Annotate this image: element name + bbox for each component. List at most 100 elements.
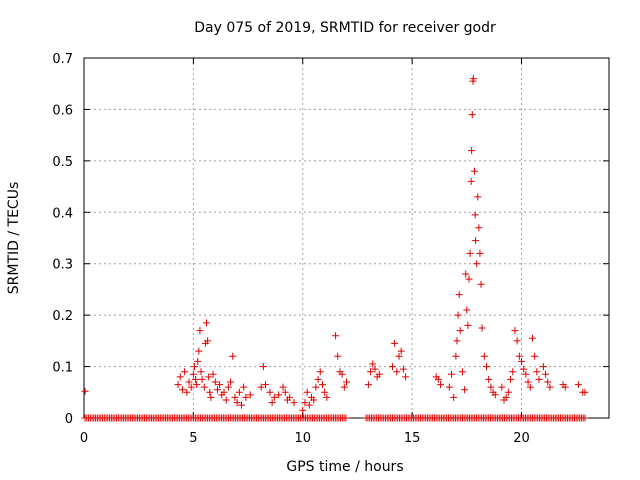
data-point (197, 368, 205, 376)
data-point (511, 327, 519, 335)
y-axis-label: SRMTID / TECUs (6, 182, 22, 295)
data-point (185, 378, 193, 386)
data-point (205, 373, 213, 381)
data-point (471, 211, 479, 219)
y-tick-label: 0 (65, 412, 73, 427)
data-point (193, 381, 201, 389)
data-point (504, 388, 512, 396)
data-point (321, 388, 329, 396)
y-tick-label: 0.3 (52, 258, 73, 273)
data-point (81, 387, 89, 395)
data-point (299, 406, 307, 414)
data-point (472, 237, 480, 245)
data-point (211, 378, 219, 386)
data-point (526, 383, 534, 391)
data-point (452, 352, 460, 360)
data-point (544, 378, 552, 386)
data-point (222, 396, 230, 404)
data-point (509, 368, 517, 376)
data-point (259, 363, 267, 371)
data-point (391, 339, 399, 347)
y-tick-label: 0.7 (52, 52, 73, 67)
y-tick-label: 0.5 (52, 155, 73, 170)
data-point (461, 386, 469, 394)
data-point (462, 270, 470, 278)
x-tick-label: 10 (294, 431, 311, 446)
data-point (310, 396, 318, 404)
data-point (268, 399, 276, 407)
data-point (183, 388, 191, 396)
x-tick-label: 0 (80, 431, 88, 446)
data-point (388, 363, 396, 371)
data-point (468, 147, 476, 155)
data-point (531, 352, 539, 360)
data-point (190, 363, 198, 371)
data-point (189, 370, 197, 378)
data-point (371, 365, 379, 373)
data-point (395, 352, 403, 360)
data-point (466, 249, 474, 257)
data-point (316, 368, 324, 376)
data-point (216, 381, 224, 389)
data-point (213, 386, 221, 394)
data-point (480, 352, 488, 360)
data-point (286, 393, 294, 401)
grid-lines (84, 58, 609, 418)
y-tick-label: 0.2 (52, 309, 73, 324)
data-point (235, 388, 243, 396)
data-point (478, 324, 486, 332)
data-point (513, 337, 521, 345)
data-point (207, 393, 215, 401)
data-point (314, 375, 322, 383)
data-point (397, 347, 405, 355)
data-point (502, 393, 510, 401)
data-point (195, 347, 203, 355)
data-point (203, 319, 210, 327)
data-point (305, 401, 313, 409)
data-point (323, 393, 331, 401)
data-point (364, 381, 372, 389)
data-point (343, 378, 350, 386)
data-point (231, 393, 239, 401)
data-point (303, 388, 311, 396)
data-point (246, 391, 254, 399)
data-point (375, 370, 383, 378)
data-point (240, 383, 248, 391)
data-point (450, 393, 458, 401)
data-point (522, 370, 530, 378)
data-point (463, 306, 471, 314)
chart-title: Day 075 of 2019, SRMTID for receiver god… (194, 20, 496, 36)
data-point (533, 368, 541, 376)
data-point (281, 388, 289, 396)
data-point (206, 388, 214, 396)
baseline-point (342, 414, 350, 422)
data-point (229, 352, 237, 360)
data-point (520, 365, 528, 373)
data-point (334, 352, 342, 360)
data-point (458, 368, 466, 376)
data-point (290, 399, 298, 407)
data-point (498, 383, 506, 391)
data-point (399, 365, 407, 373)
data-point (367, 368, 375, 376)
data-point (465, 275, 473, 283)
data-point (198, 375, 206, 383)
data-point (434, 375, 442, 383)
data-point (454, 311, 462, 319)
data-point (470, 167, 478, 175)
data-point (518, 357, 525, 365)
data-point (262, 381, 270, 389)
data-point (233, 399, 241, 407)
data-point (581, 388, 589, 396)
axis-ticks: 0 0.1 0.2 0.3 0.4 0.5 0.6 0.7 0 5 10 15 20 (52, 52, 609, 446)
data-point (257, 383, 265, 391)
data-point (301, 399, 309, 407)
data-point (338, 370, 346, 378)
data-point (402, 373, 410, 381)
data-point (340, 383, 348, 391)
plot-border (83, 57, 610, 419)
data-point (561, 383, 569, 391)
y-tick-label: 0.6 (52, 103, 73, 118)
data-point (224, 383, 232, 391)
